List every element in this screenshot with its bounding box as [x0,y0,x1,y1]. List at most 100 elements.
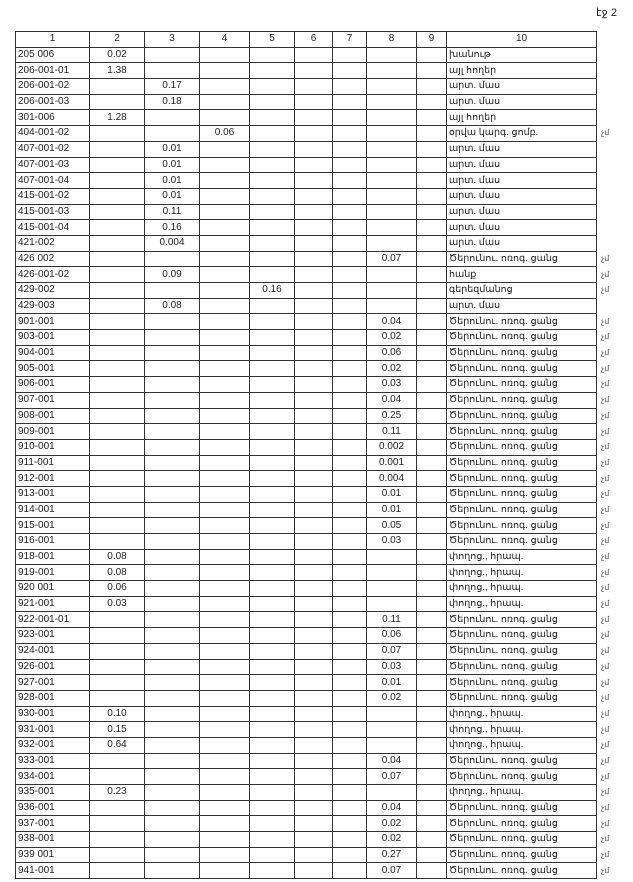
area-value [199,831,250,848]
land-use-label: փողոց., հրապ. [446,736,597,754]
area-value [294,721,333,738]
area-value [144,674,200,691]
parcel-code: 934-001 [15,768,90,785]
area-value [366,125,417,142]
area-value [332,187,367,205]
area-value [332,329,367,346]
land-use-label: այլ հողեր [446,109,597,127]
area-value [416,689,447,707]
area-value [416,580,447,597]
area-value [332,862,367,880]
area-value: 0.01 [366,674,417,691]
area-value [416,533,447,550]
table-row: 205 006 0.02 խանութ [15,46,621,64]
margin-note: չմ [601,552,610,562]
area-value [249,658,295,676]
area-value [249,203,295,221]
column-header-2: 2 [89,31,145,48]
table-row: 936-001 0.04 Ծերունու. ոռոգ. ցանց չմ [15,799,621,817]
parcel-code: 935-001 [15,784,90,801]
area-value [332,674,367,691]
area-value [249,705,295,723]
area-value [416,78,447,95]
table-row: 915-001 0.05 Ծերունու. ոռոգ. ցանց չմ [15,517,621,534]
area-value [144,564,200,582]
area-value [144,846,200,864]
area-value [199,611,250,629]
area-value [416,627,447,644]
table-row: 415-001-03 0.11 արտ. մաս [15,203,621,221]
area-value [416,313,447,331]
area-value [89,846,145,864]
area-value [294,360,333,378]
area-value [332,658,367,676]
area-value [249,438,295,456]
area-value [199,846,250,864]
area-value: 0.64 [89,736,145,754]
table-row: 912-001 0.004 Ծերունու. ոռոգ. ցանց չմ [15,470,621,487]
margin-note: չմ [601,457,610,467]
area-value [89,282,145,299]
margin-note: չմ [601,316,610,326]
area-value [89,689,145,707]
area-value [332,313,367,331]
parcel-code: 937-001 [15,815,90,833]
area-value: 0.04 [366,391,417,409]
area-value [294,752,333,770]
area-value [199,297,250,315]
area-value [332,815,367,833]
area-value [199,721,250,738]
land-use-label: Ծերունու. ոռոգ. ցանց [446,407,597,425]
area-value [144,501,200,519]
area-value [144,658,200,676]
table-row: 914-001 0.01 Ծերունու. ոռոգ. ցանց չմ [15,501,621,519]
margin-note: չմ [601,426,610,436]
table-row: 415-001-02 0.01 արտ. մաս [15,187,621,205]
table-row: 421-002 0.004 արտ. մաս [15,234,621,252]
area-value [416,752,447,770]
area-value: 0.03 [89,595,145,613]
area-value: 0.01 [144,187,200,205]
page-number: էջ 2 [596,7,617,19]
area-value [366,297,417,315]
parcel-code: 910-001 [15,438,90,456]
margin-note [597,110,621,126]
area-value [416,423,447,440]
area-value [89,533,145,550]
area-value [416,564,447,582]
area-value [144,329,200,346]
parcel-code: 927-001 [15,674,90,691]
parcel-code: 918-001 [15,548,90,566]
area-value [89,172,145,189]
margin-note: չմ [601,536,610,546]
area-value [416,846,447,864]
area-value [416,203,447,221]
area-value [294,156,333,174]
land-use-label: արտ. մաս [446,140,597,158]
margin-note: չմ [601,803,610,813]
table-row: 939 001 0.27 Ծերունու. ոռոգ. ցանց չմ [15,846,621,864]
area-value [144,344,200,362]
area-value [416,172,447,189]
margin-note: չմ [601,724,610,734]
land-use-label: Ծերունու. ոռոգ. ցանց [446,485,597,503]
table-row: 918-001 0.08 փողոց., հրապ. չմ [15,548,621,566]
area-value [366,156,417,174]
parcel-code: 939 001 [15,846,90,864]
area-value [366,172,417,189]
area-value [144,580,200,597]
table-row: 909-001 0.11 Ծերունու. ոռոգ. ցանց չմ [15,423,621,440]
area-value [416,815,447,833]
margin-note: չմ [601,473,610,483]
area-value [416,438,447,456]
land-use-label: Ծերունու. ոռոգ. ցանց [446,517,597,534]
area-value: 0.27 [366,846,417,864]
margin-note: չմ [601,363,610,373]
area-value [89,156,145,174]
area-value [89,485,145,503]
area-value [249,172,295,189]
area-value [416,721,447,738]
table-row: 407-001-04 0.01 արտ. մաս [15,172,621,189]
parcel-code: 923-001 [15,627,90,644]
margin-note: չմ [601,128,610,138]
